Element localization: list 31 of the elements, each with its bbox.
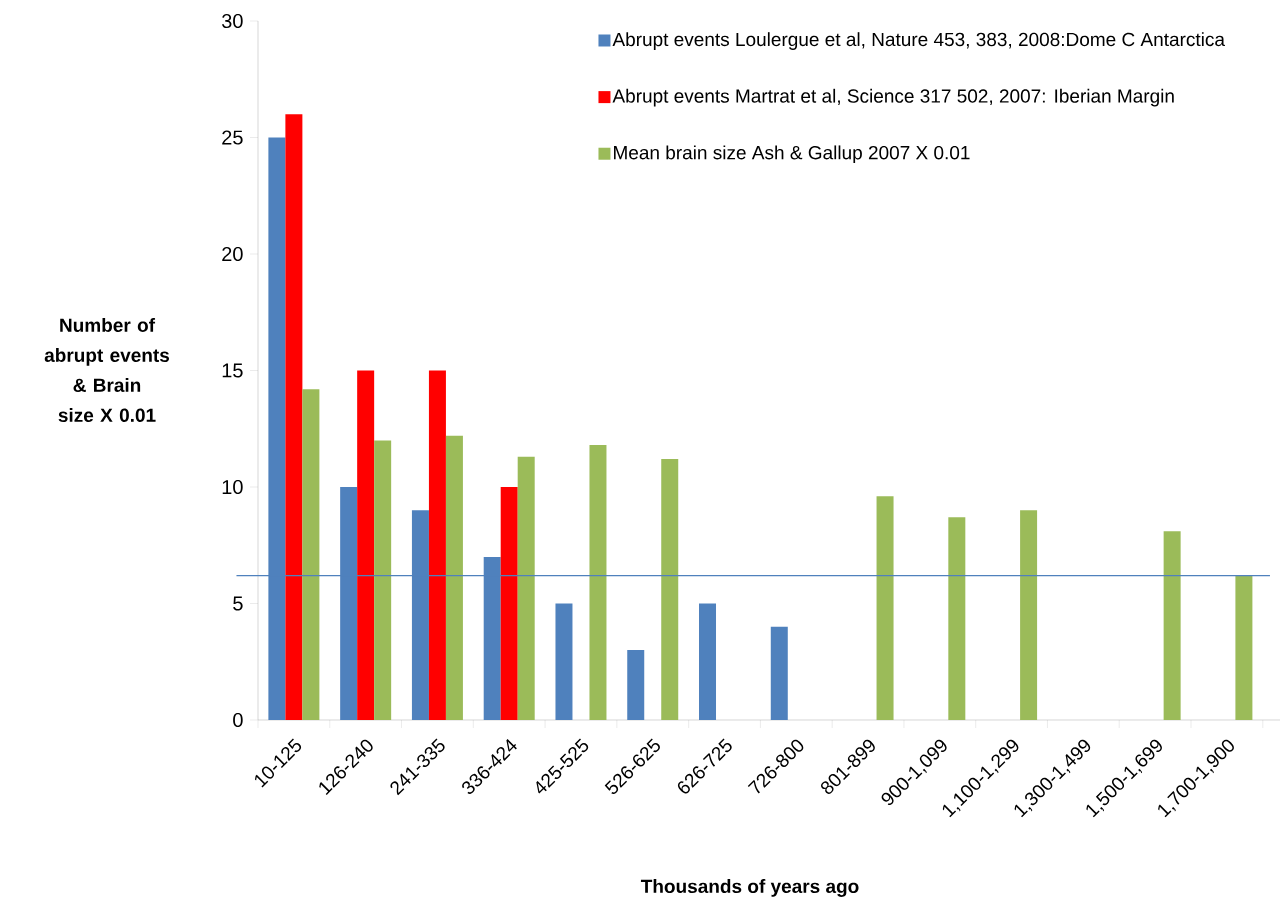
bar <box>302 389 320 720</box>
y-tick-label: 10 <box>222 479 243 495</box>
bar <box>699 603 717 720</box>
bar <box>1163 531 1181 720</box>
legend-label: Abrupt events Martrat et al, Science 317 502, 2007: Iberian Margin <box>612 88 1174 107</box>
bar <box>285 114 303 720</box>
bar <box>770 626 788 720</box>
bar <box>1235 575 1253 720</box>
y-tick-label: 5 <box>233 596 243 611</box>
bar <box>357 370 375 720</box>
bar <box>374 440 392 720</box>
y-axis-title: Number of abrupt events & Brain size X 0.01 <box>44 318 170 422</box>
bar <box>517 456 535 720</box>
legend-label: Mean brain size Ash & Gallup 2007 X 0.01 <box>614 145 970 164</box>
y-tick-label: 30 <box>221 13 243 29</box>
y-tick-label: 0 <box>233 712 243 728</box>
x-axis-title: Thousands of years ago <box>640 879 859 897</box>
bar <box>1020 510 1038 720</box>
bar <box>876 496 894 720</box>
bar <box>428 370 446 720</box>
y-tick-label: 25 <box>222 130 243 145</box>
bar <box>948 517 966 720</box>
bar <box>500 487 518 720</box>
y-tick-label: 15 <box>222 363 243 378</box>
bar <box>589 445 607 720</box>
bar <box>445 435 463 720</box>
bar <box>627 650 645 720</box>
bar <box>555 603 573 720</box>
legend-label: Abrupt events Loulergue et al, Nature 453, 383, 2008:Dome C Antarctica <box>612 32 1225 50</box>
y-tick-label: 20 <box>222 246 243 262</box>
bar <box>661 459 679 720</box>
